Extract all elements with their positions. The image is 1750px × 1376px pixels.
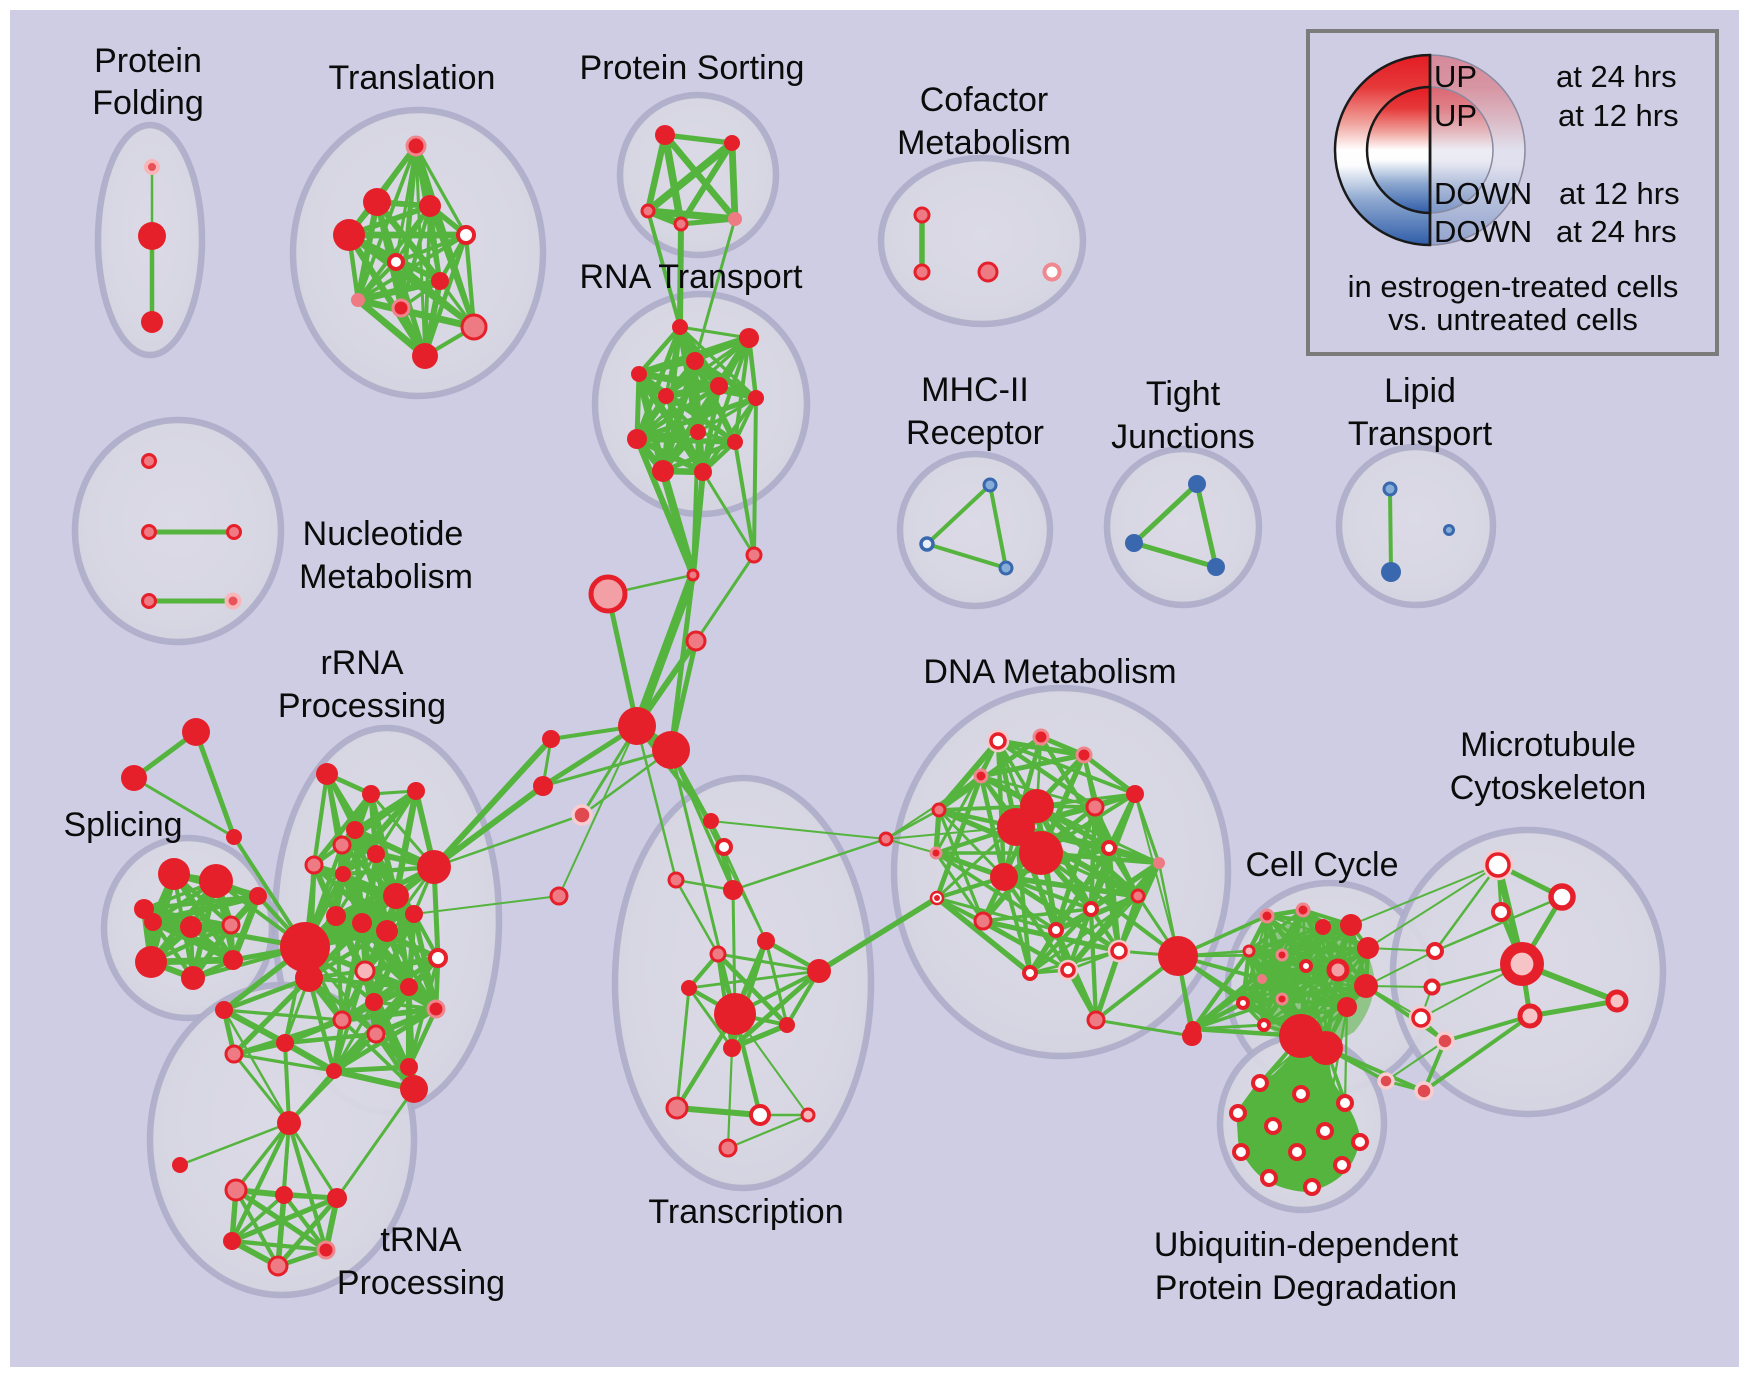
- svg-text:Protein Degradation: Protein Degradation: [1155, 1269, 1457, 1307]
- svg-text:UP: UP: [1434, 98, 1477, 133]
- svg-text:Protein Sorting: Protein Sorting: [580, 49, 805, 87]
- svg-text:Lipid: Lipid: [1384, 372, 1456, 410]
- svg-text:at 12 hrs: at 12 hrs: [1558, 98, 1679, 133]
- svg-text:Transcription: Transcription: [648, 1193, 843, 1231]
- svg-text:DOWN: DOWN: [1434, 214, 1532, 249]
- svg-text:rRNA: rRNA: [320, 644, 403, 682]
- svg-text:vs. untreated cells: vs. untreated cells: [1388, 302, 1638, 337]
- svg-text:at 24 hrs: at 24 hrs: [1556, 214, 1677, 249]
- svg-text:Junctions: Junctions: [1111, 418, 1255, 456]
- svg-text:in estrogen-treated cells: in estrogen-treated cells: [1348, 269, 1679, 304]
- svg-text:MHC-II: MHC-II: [921, 371, 1029, 409]
- svg-text:UP: UP: [1434, 59, 1477, 94]
- svg-text:Cytoskeleton: Cytoskeleton: [1450, 769, 1647, 807]
- svg-text:Microtubule: Microtubule: [1460, 726, 1636, 764]
- svg-text:Metabolism: Metabolism: [299, 558, 473, 596]
- svg-text:tRNA: tRNA: [380, 1221, 462, 1259]
- svg-text:Protein: Protein: [94, 42, 202, 80]
- svg-text:Folding: Folding: [92, 84, 204, 122]
- svg-text:Tight: Tight: [1146, 375, 1221, 413]
- svg-text:Metabolism: Metabolism: [897, 124, 1071, 162]
- svg-text:Receptor: Receptor: [906, 414, 1044, 452]
- svg-text:Cell Cycle: Cell Cycle: [1245, 846, 1398, 884]
- svg-text:Ubiquitin-dependent: Ubiquitin-dependent: [1154, 1226, 1459, 1264]
- svg-text:Translation: Translation: [329, 59, 496, 97]
- svg-text:Processing: Processing: [278, 687, 446, 725]
- svg-text:Cofactor: Cofactor: [920, 81, 1049, 119]
- svg-text:Splicing: Splicing: [63, 806, 182, 844]
- svg-text:at 24 hrs: at 24 hrs: [1556, 59, 1677, 94]
- svg-text:Processing: Processing: [337, 1264, 505, 1302]
- svg-text:Transport: Transport: [1348, 415, 1493, 453]
- svg-text:RNA Transport: RNA Transport: [580, 258, 804, 296]
- svg-text:at 12 hrs: at 12 hrs: [1559, 176, 1680, 211]
- svg-text:DOWN: DOWN: [1434, 176, 1532, 211]
- svg-text:DNA Metabolism: DNA Metabolism: [923, 653, 1176, 691]
- svg-text:Nucleotide: Nucleotide: [303, 515, 464, 553]
